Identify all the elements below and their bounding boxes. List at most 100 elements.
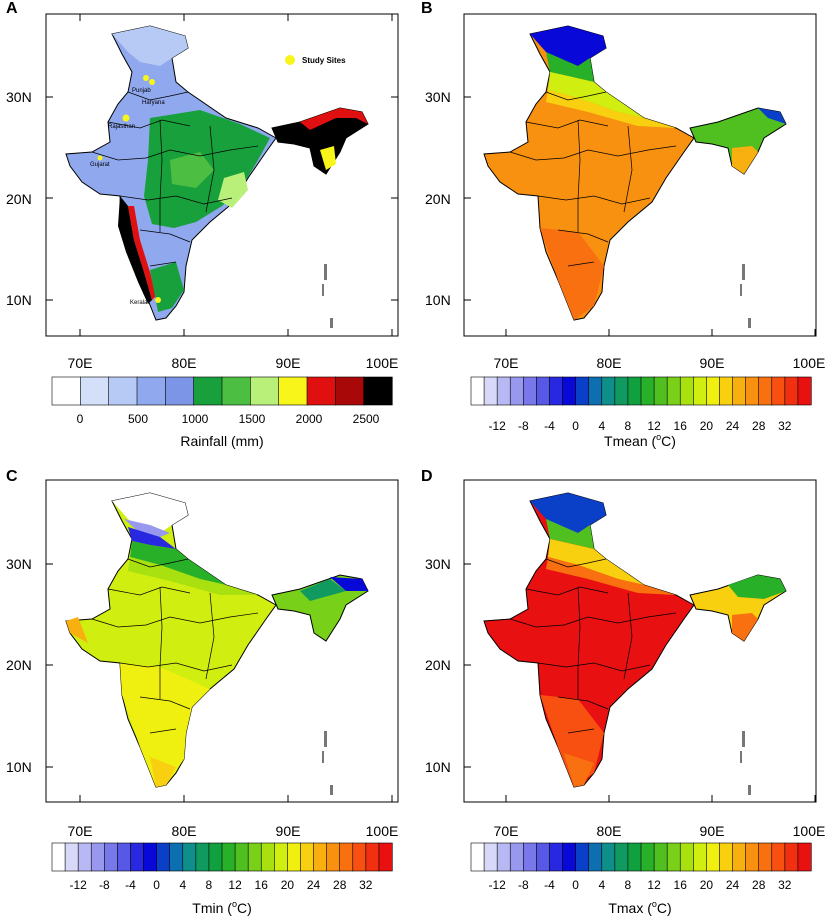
northeast-rim — [300, 108, 368, 130]
colorbar-label: 12 — [647, 878, 661, 892]
state-borders — [91, 558, 259, 734]
colorbar-swatch — [64, 842, 79, 872]
colorbar-label: 500 — [128, 412, 148, 426]
colorbar-swatch — [169, 842, 184, 872]
title-prefix: Tmean ( — [604, 433, 656, 449]
title-prefix: Tmin ( — [192, 900, 232, 916]
panel-letter: B — [421, 0, 433, 17]
colorbar-swatch — [363, 376, 393, 406]
colorbar-title: Rainfall (mm) — [180, 433, 263, 449]
colorbar-title: Tmax (oC) — [608, 899, 671, 916]
south-tip — [150, 757, 176, 787]
lon-label: 100E — [366, 823, 399, 839]
colorbar-swatch — [221, 376, 251, 406]
colorbar-labels: -12 -8 -4 0 4 8 12 16 20 24 28 32 — [70, 878, 373, 892]
state-borders — [509, 558, 677, 734]
colorbar-swatch — [509, 842, 524, 872]
lon-label: 100E — [793, 355, 826, 371]
colorbar-label: 32 — [778, 878, 792, 892]
himalaya-band-1 — [128, 527, 176, 549]
colorbar-swatch — [250, 376, 280, 406]
map-content — [483, 25, 787, 328]
colorbar-label: 0 — [77, 412, 84, 426]
colorbar-label: 16 — [674, 419, 688, 433]
colorbar-swatch — [732, 376, 747, 406]
lat-label: 30N — [6, 89, 32, 105]
lat-label: 10N — [425, 759, 451, 775]
colorbar-swatch — [784, 376, 799, 406]
colorbar-swatch — [758, 376, 773, 406]
colorbar-label: -8 — [99, 878, 110, 892]
colorbar-label: -4 — [544, 419, 555, 433]
colorbar-swatch — [278, 376, 308, 406]
colorbar-label: 0 — [572, 878, 579, 892]
lat-label: 10N — [6, 292, 32, 308]
colorbar-swatch — [693, 842, 707, 872]
colorbar-label: -12 — [489, 419, 507, 433]
colorbar-swatch — [523, 376, 537, 406]
coast-warm — [66, 617, 88, 643]
colorbar-swatch — [784, 842, 799, 872]
himalaya-band-2 — [548, 539, 644, 585]
colorbar-swatch — [117, 842, 132, 872]
colorbar-swatch — [771, 842, 786, 872]
colorbar-swatch — [108, 376, 138, 406]
colorbar-label: 1500 — [239, 412, 266, 426]
south-tip — [564, 753, 594, 787]
state-borders — [91, 91, 259, 267]
lon-label: 80E — [172, 355, 197, 371]
colorbar-swatch — [470, 842, 485, 872]
colorbar-swatch — [575, 376, 590, 406]
map-content — [65, 492, 369, 795]
lat-label: 30N — [6, 556, 32, 572]
lon-label: 100E — [793, 823, 826, 839]
south-warm — [540, 228, 604, 320]
colorbar-label: 12 — [228, 878, 242, 892]
panel-letter: A — [6, 0, 18, 17]
colorbar-swatch — [706, 842, 721, 872]
andaman-islands — [740, 264, 751, 328]
colorbar-label: -12 — [489, 878, 507, 892]
map-rainfall: Study Sites Punjab Haryana Rajasthan Guj… — [6, 13, 399, 449]
lat-label: 20N — [425, 657, 451, 673]
colorbar-swatch — [496, 842, 511, 872]
himalaya-band-3 — [128, 557, 258, 595]
colorbar-swatch — [601, 842, 616, 872]
colorbar-label: 32 — [359, 878, 373, 892]
himalaya-band-2 — [548, 72, 644, 118]
kashmir-region — [112, 493, 188, 533]
colorbar-swatch — [326, 842, 341, 872]
lat-label: 20N — [6, 657, 32, 673]
map-tmean: 70E 80E 90E 100E 30N 20N 10N -12 -8 -4 0 4 8 1… — [425, 13, 826, 449]
lat-label: 30N — [425, 556, 451, 572]
title-suffix: C) — [657, 900, 672, 916]
lon-label: 80E — [597, 823, 622, 839]
study-sites — [97, 55, 295, 303]
himalaya-band-1 — [546, 52, 594, 82]
colorbar-label: 24 — [726, 878, 740, 892]
colorbar-label: 32 — [778, 419, 792, 433]
colorbar-label: 28 — [333, 878, 347, 892]
colorbar-swatch — [536, 376, 551, 406]
lon-label: 100E — [366, 355, 399, 371]
northeast-green — [300, 579, 346, 601]
colorbar-swatch — [797, 376, 812, 406]
lon-label: 80E — [172, 823, 197, 839]
colorbar-swatch — [378, 842, 393, 872]
colorbar-label: 8 — [625, 419, 632, 433]
colorbar-label: 1000 — [182, 412, 209, 426]
colorbar-swatch — [627, 376, 642, 406]
map-frame — [45, 479, 399, 803]
northeast-warm — [732, 613, 758, 641]
colorbar-swatch — [80, 376, 110, 406]
northeast-yellow — [320, 146, 336, 170]
lon-label: 90E — [700, 823, 725, 839]
himalaya-band-1 — [546, 519, 594, 549]
northeast-cold — [330, 577, 368, 591]
map-frame — [463, 479, 817, 803]
colorbar-swatch — [193, 376, 223, 406]
colorbar-swatch — [335, 376, 365, 406]
colorbar-swatch — [287, 842, 302, 872]
colorbar-swatch — [234, 842, 249, 872]
colorbar-swatch — [352, 842, 367, 872]
